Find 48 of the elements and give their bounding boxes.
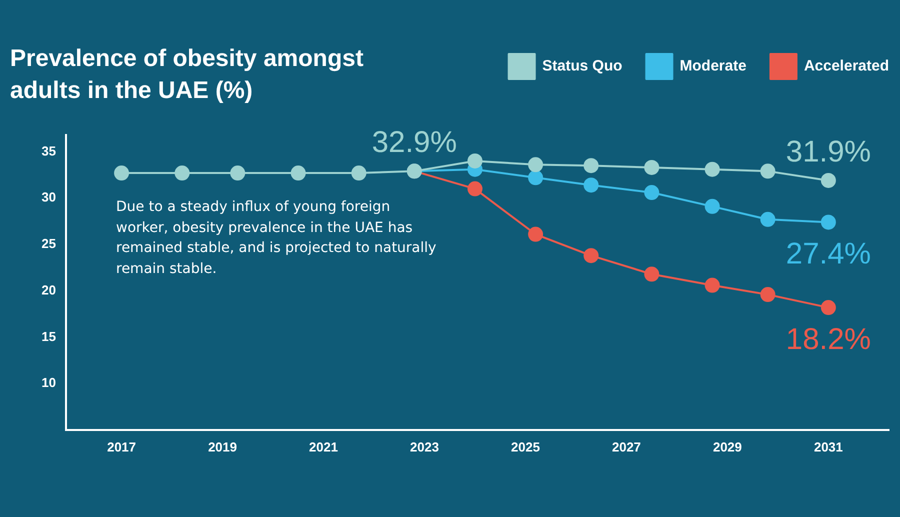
- y-tick-label: 10: [42, 375, 56, 390]
- y-tick-label: 25: [42, 236, 56, 252]
- y-tick-label: 15: [42, 328, 56, 344]
- annotation: Due to a steady influx of young foreign worker, obesity prevalence in the UAE has remained stable, and is projected to naturally remain stable.: [116, 198, 438, 280]
- point: [820, 172, 836, 188]
- y-tick-label: 35: [42, 143, 56, 158]
- legend-label: Accelerated: [804, 58, 890, 75]
- legend-label: Moderate: [680, 58, 746, 75]
- point: [174, 166, 190, 181]
- point: [644, 266, 660, 282]
- point: [820, 214, 836, 230]
- point: [584, 158, 599, 174]
- y-tick-label: 30: [42, 190, 56, 205]
- x-tick-label: 2025: [511, 439, 540, 454]
- data-label: 32.9%: [372, 126, 457, 160]
- data-label: 18.2%: [786, 322, 871, 356]
- x-tick-label: 2021: [309, 439, 338, 454]
- point: [290, 166, 306, 181]
- point: [760, 287, 776, 302]
- x-tick-label: 2027: [612, 439, 641, 454]
- x-tick-label: 2031: [814, 439, 843, 454]
- point: [467, 153, 482, 168]
- point: [230, 166, 246, 181]
- point: [704, 162, 720, 177]
- point: [760, 164, 776, 179]
- x-tick-label: 2019: [208, 439, 237, 454]
- point: [351, 166, 366, 181]
- point: [584, 248, 599, 264]
- x-tick-label: 2017: [107, 439, 136, 454]
- x-tick-label: 2029: [712, 439, 742, 454]
- point: [704, 198, 720, 214]
- point: [760, 212, 776, 227]
- point: [528, 226, 544, 242]
- point: [528, 157, 544, 172]
- legend-label: Status Quo: [542, 58, 622, 75]
- point: [584, 178, 599, 193]
- data-label: 31.9%: [786, 135, 871, 168]
- point: [114, 166, 130, 181]
- y-tick-label: 20: [42, 282, 56, 298]
- point: [467, 181, 482, 196]
- point: [644, 160, 660, 175]
- data-label: 27.4%: [786, 237, 871, 270]
- x-tick-label: 2023: [410, 439, 439, 454]
- point: [644, 185, 660, 200]
- point: [704, 278, 720, 293]
- point: [820, 300, 836, 316]
- point: [528, 170, 544, 186]
- chart-title: Prevalence of obesity amongst adults in the UAE (%): [10, 44, 364, 106]
